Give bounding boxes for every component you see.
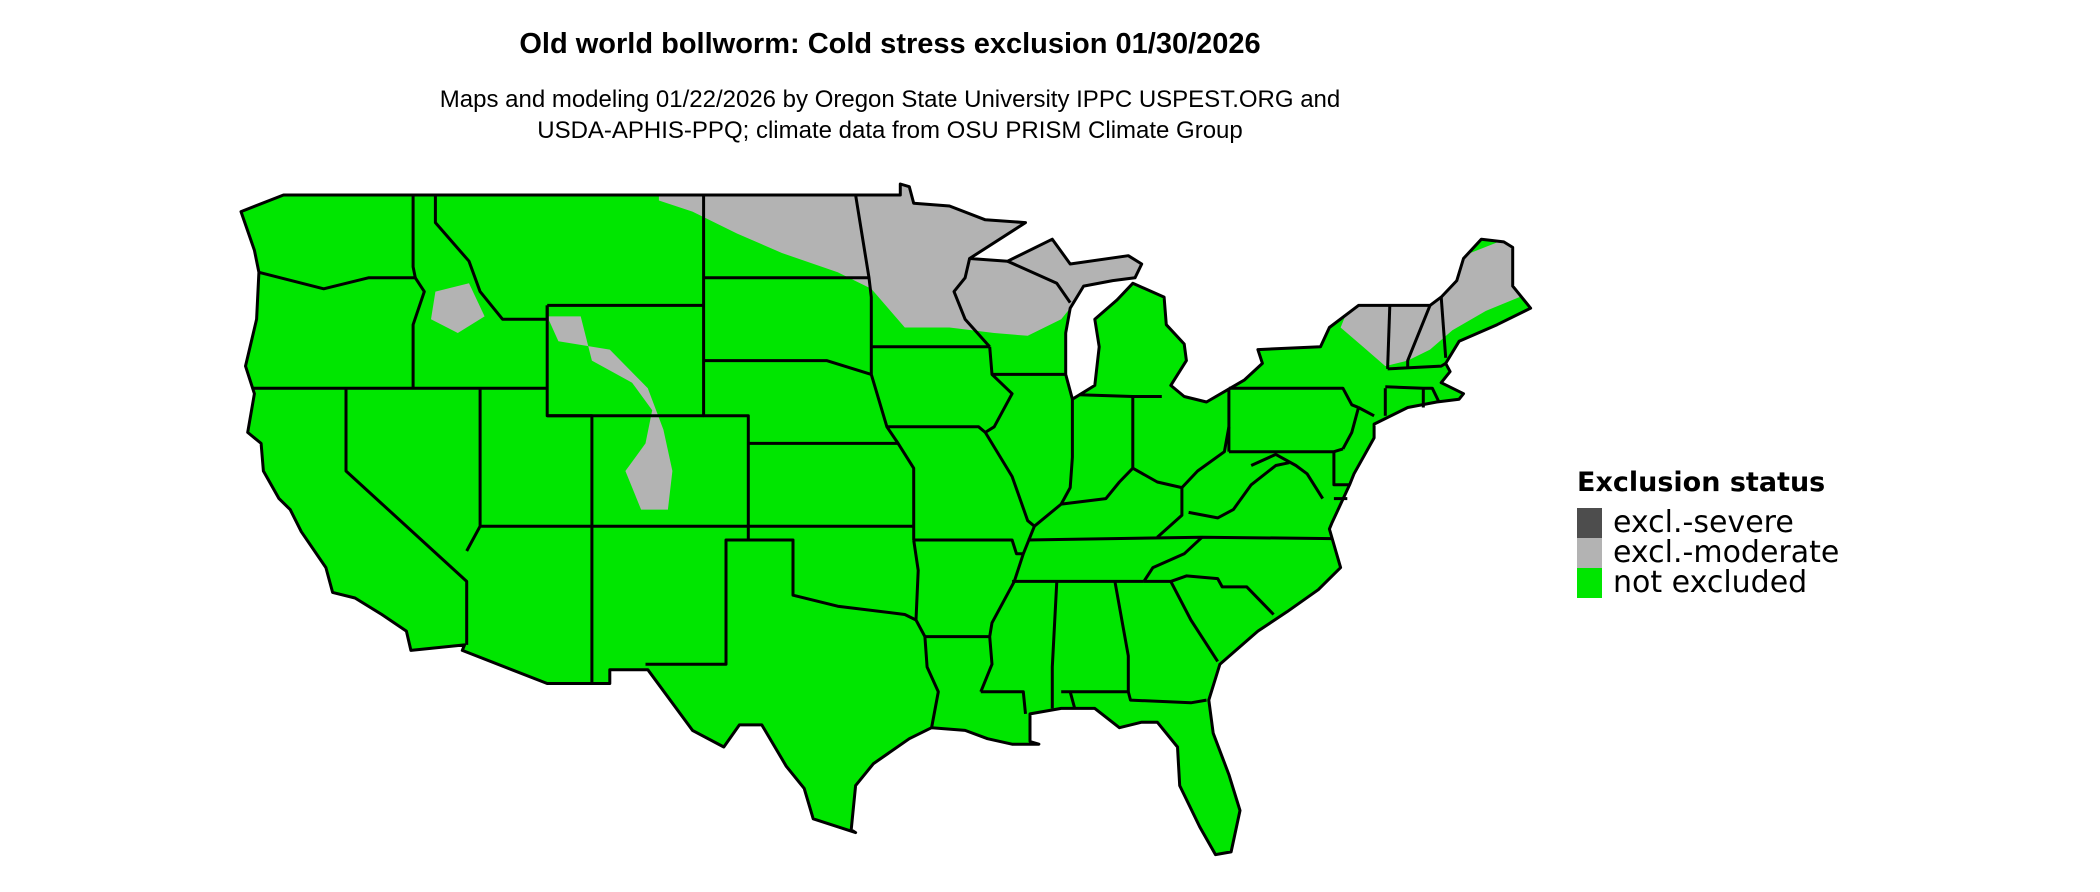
map-subtitle-line-1: Maps and modeling 01/22/2026 by Oregon S… (439, 86, 1341, 113)
state-border (869, 373, 916, 540)
legend: Exclusion status excl.-severe excl.-mode… (1577, 467, 1839, 598)
state-border (1332, 451, 1350, 487)
state-border (1169, 580, 1219, 663)
legend-item-not-excluded: not excluded (1577, 568, 1839, 598)
state-border (1341, 407, 1360, 450)
state-border (1068, 691, 1077, 709)
state-border (1387, 362, 1447, 371)
state-border (979, 346, 1036, 693)
us-land-not-excluded (241, 184, 1531, 855)
legend-swatch-not-excluded (1577, 568, 1602, 598)
legend-item-moderate: excl.-moderate (1577, 538, 1839, 568)
state-border (1113, 581, 1130, 692)
state-border (433, 195, 549, 321)
state-border (1188, 461, 1290, 520)
us-outline (239, 182, 1533, 857)
state-border (1357, 406, 1375, 418)
legend-title: Exclusion status (1577, 467, 1826, 498)
state-border (258, 270, 416, 291)
state-border (1050, 581, 1059, 709)
state-border (952, 258, 991, 348)
state-border (703, 359, 872, 376)
moderate-exclusion-area (547, 316, 673, 510)
state-border (1406, 304, 1432, 369)
state-border (1156, 487, 1184, 539)
state-border (1006, 259, 1072, 304)
legend-label-not-excluded: not excluded (1613, 565, 1808, 600)
state-border (1228, 386, 1360, 409)
legend-label-severe: excl.-severe (1613, 505, 1794, 540)
state-border (411, 276, 426, 389)
state-border (1079, 393, 1162, 398)
legend-label-moderate: excl.-moderate (1613, 535, 1840, 570)
legend-swatch-severe (1577, 508, 1602, 538)
state-border (1386, 305, 1392, 369)
state-border (854, 194, 873, 375)
state-border (980, 690, 1027, 715)
map-subtitle-line-2: USDA-APHIS-PPQ; climate data from OSU PR… (537, 117, 1243, 144)
state-border (1059, 399, 1074, 505)
state-border (1142, 536, 1204, 583)
state-border (923, 636, 940, 728)
state-border (344, 388, 469, 645)
state-border (1385, 385, 1441, 403)
moderate-exclusion-area (431, 283, 485, 333)
legend-swatch-moderate (1577, 538, 1602, 568)
state-border (912, 539, 920, 621)
state-border (1250, 452, 1324, 500)
state-border (411, 195, 417, 279)
state-border (913, 538, 1024, 556)
map-title: Old world bollworm: Cold stress exclusio… (519, 28, 1261, 60)
state-borders (252, 194, 1448, 728)
state-border (886, 425, 987, 434)
state-border (1439, 296, 1448, 358)
legend-item-severe: excl.-severe (1577, 508, 1839, 538)
state-border (1061, 690, 1207, 705)
moderate-exclusion-area (1340, 233, 1520, 367)
